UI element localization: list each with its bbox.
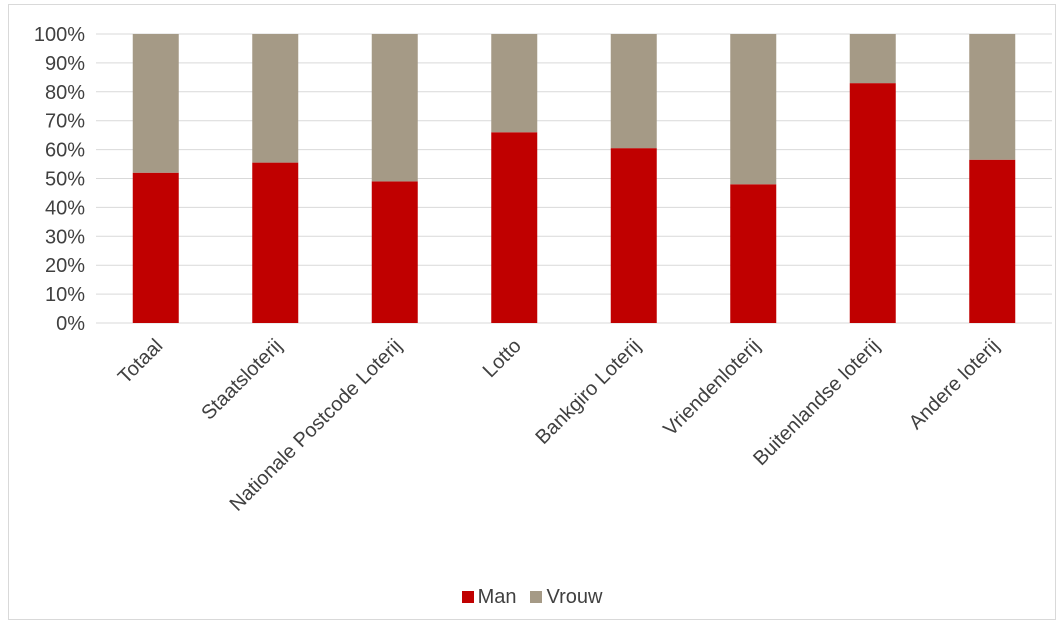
bar-vrouw [969, 34, 1016, 160]
bar-man [491, 132, 538, 323]
legend-item-man: Man [461, 585, 517, 609]
x-tick-label: Bankgiro Loterij [531, 335, 645, 449]
legend-swatch-man [461, 591, 474, 603]
bar-man [730, 184, 777, 323]
bar-man [610, 148, 657, 323]
y-tick-label: 80% [45, 82, 85, 104]
bar-man [371, 181, 418, 323]
y-axis-tick-labels: 0% 10% 20% 30% 40% 50% 60% 70% 80% 90% 100% [34, 24, 85, 335]
bar-vrouw [252, 34, 299, 163]
bar-vrouw [491, 34, 538, 133]
gridlines [96, 33, 1052, 324]
x-tick-label: Vriendenloterij [659, 335, 764, 440]
x-tick-label: Staatsloterij [197, 335, 286, 424]
x-tick-label: Buitenlandse loterij [749, 335, 884, 470]
legend-swatch-vrouw [530, 591, 543, 603]
legend-item-vrouw: Vrouw [530, 586, 602, 609]
bar-man [252, 162, 299, 323]
x-tick-label: Lotto [479, 335, 526, 382]
legend-label-man: Man [477, 585, 517, 608]
bar-man [969, 159, 1016, 323]
x-tick-label: Andere loterij [905, 335, 1004, 434]
y-tick-label: 50% [45, 169, 85, 191]
x-tick-label: Totaal [114, 335, 167, 388]
chart-area: 0% 10% 20% 30% 40% 50% 60% 70% 80% 90% 100% Totaal… [8, 4, 1056, 620]
bar-man [849, 83, 896, 323]
y-tick-label: 40% [45, 197, 85, 219]
legend: Man Vrouw [9, 585, 1055, 609]
bar-vrouw [730, 34, 777, 185]
y-tick-label: 70% [45, 111, 85, 133]
y-tick-label: 90% [45, 53, 85, 75]
legend-label-vrouw: Vrouw [546, 585, 603, 608]
bar-vrouw [132, 34, 179, 173]
bar-vrouw [849, 34, 896, 84]
bar-vrouw [610, 34, 657, 149]
y-tick-label: 100% [34, 24, 85, 46]
y-tick-label: 0% [56, 313, 85, 335]
bars [132, 34, 1016, 323]
y-tick-label: 60% [45, 140, 85, 162]
bar-man [132, 172, 179, 323]
y-tick-label: 20% [45, 255, 85, 277]
bar-vrouw [371, 34, 418, 182]
y-tick-label: 30% [45, 226, 85, 248]
stacked-bar-chart: 0% 10% 20% 30% 40% 50% 60% 70% 80% 90% 100% Totaal… [34, 24, 1052, 516]
y-tick-label: 10% [45, 284, 85, 306]
